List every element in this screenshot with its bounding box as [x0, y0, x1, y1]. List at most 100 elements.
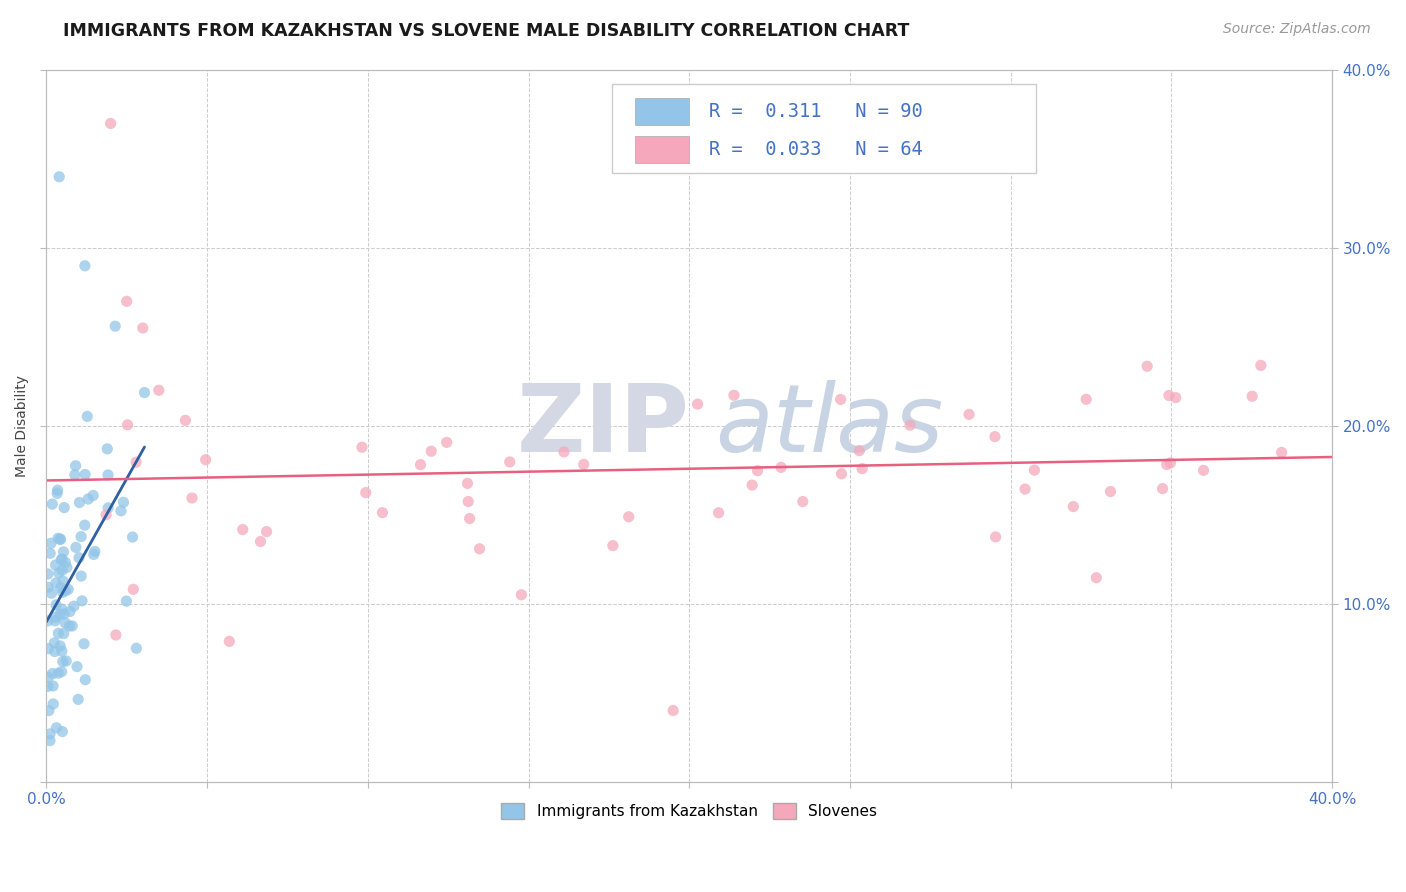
Point	[97, 467, 120, 482]
Point	[44, 644, 66, 658]
Y-axis label: Male Disability: Male Disability	[15, 375, 30, 477]
Point	[662, 704, 685, 718]
Point	[41, 666, 63, 681]
Point	[52, 655, 75, 669]
Point	[602, 539, 624, 553]
Point	[723, 388, 745, 402]
Point	[1241, 389, 1264, 403]
Point	[75, 673, 97, 687]
Point	[70, 530, 93, 544]
Bar	[636, 98, 689, 125]
Point	[37, 566, 59, 581]
Point	[42, 679, 65, 693]
Point	[117, 417, 139, 432]
Point	[73, 259, 96, 273]
Point	[45, 721, 67, 735]
Point	[44, 636, 66, 650]
Point	[55, 654, 77, 668]
Point	[851, 461, 873, 475]
Point	[792, 494, 814, 508]
Point	[46, 486, 69, 500]
Point	[41, 586, 63, 600]
Point	[55, 615, 77, 630]
Point	[46, 483, 69, 498]
Point	[409, 458, 432, 472]
Point	[45, 598, 67, 612]
Point	[510, 588, 533, 602]
Point	[468, 541, 491, 556]
Text: R =  0.311   N = 90: R = 0.311 N = 90	[709, 102, 922, 120]
Point	[48, 566, 70, 580]
Point	[60, 619, 83, 633]
Point	[1024, 463, 1046, 477]
Point	[58, 619, 80, 633]
Point	[52, 545, 75, 559]
Point	[1085, 571, 1108, 585]
Point	[66, 659, 89, 673]
Text: IMMIGRANTS FROM KAZAKHSTAN VS SLOVENE MALE DISABILITY CORRELATION CHART: IMMIGRANTS FROM KAZAKHSTAN VS SLOVENE MA…	[63, 22, 910, 40]
Point	[49, 607, 72, 622]
Point	[49, 532, 72, 546]
Point	[48, 169, 70, 184]
Point	[148, 384, 170, 398]
Point	[1250, 359, 1272, 373]
Point	[1157, 388, 1180, 402]
Point	[67, 495, 90, 509]
Point	[39, 733, 62, 747]
Point	[51, 602, 73, 616]
Point	[52, 574, 75, 588]
Point	[112, 495, 135, 509]
Point	[65, 541, 87, 555]
Point	[82, 488, 104, 502]
Legend: Immigrants from Kazakhstan, Slovenes: Immigrants from Kazakhstan, Slovenes	[495, 797, 883, 825]
Point	[984, 429, 1007, 443]
Point	[46, 531, 69, 545]
Point	[194, 452, 217, 467]
Text: atlas: atlas	[714, 380, 943, 471]
Point	[53, 607, 76, 621]
Point	[76, 409, 98, 424]
Point	[457, 494, 479, 508]
Point	[1014, 482, 1036, 496]
Point	[39, 536, 62, 550]
Point	[49, 533, 72, 547]
Point	[181, 491, 204, 505]
Point	[1156, 458, 1178, 472]
Point	[73, 518, 96, 533]
Point	[1271, 445, 1294, 459]
Point	[1076, 392, 1098, 407]
Point	[37, 641, 59, 656]
Point	[458, 511, 481, 525]
Point	[174, 413, 197, 427]
Point	[41, 497, 63, 511]
Point	[1152, 482, 1174, 496]
Point	[37, 614, 59, 628]
Point	[830, 392, 852, 407]
Point	[70, 594, 93, 608]
Bar	[636, 136, 689, 162]
Point	[51, 665, 73, 679]
Point	[741, 478, 763, 492]
Point	[49, 639, 72, 653]
Point	[37, 580, 59, 594]
Point	[96, 442, 118, 456]
Point	[63, 467, 86, 482]
Point	[46, 626, 69, 640]
Point	[232, 523, 254, 537]
Point	[75, 467, 97, 482]
Point	[42, 697, 65, 711]
Point	[97, 500, 120, 515]
Point	[121, 530, 143, 544]
Point	[1062, 500, 1084, 514]
Point	[52, 585, 75, 599]
Point	[55, 583, 77, 598]
Point	[45, 610, 67, 624]
Point	[1099, 484, 1122, 499]
Point	[37, 670, 59, 684]
Point	[63, 599, 86, 614]
Point	[70, 569, 93, 583]
Point	[46, 666, 69, 681]
Point	[51, 552, 73, 566]
Point	[122, 582, 145, 597]
Point	[49, 581, 72, 595]
